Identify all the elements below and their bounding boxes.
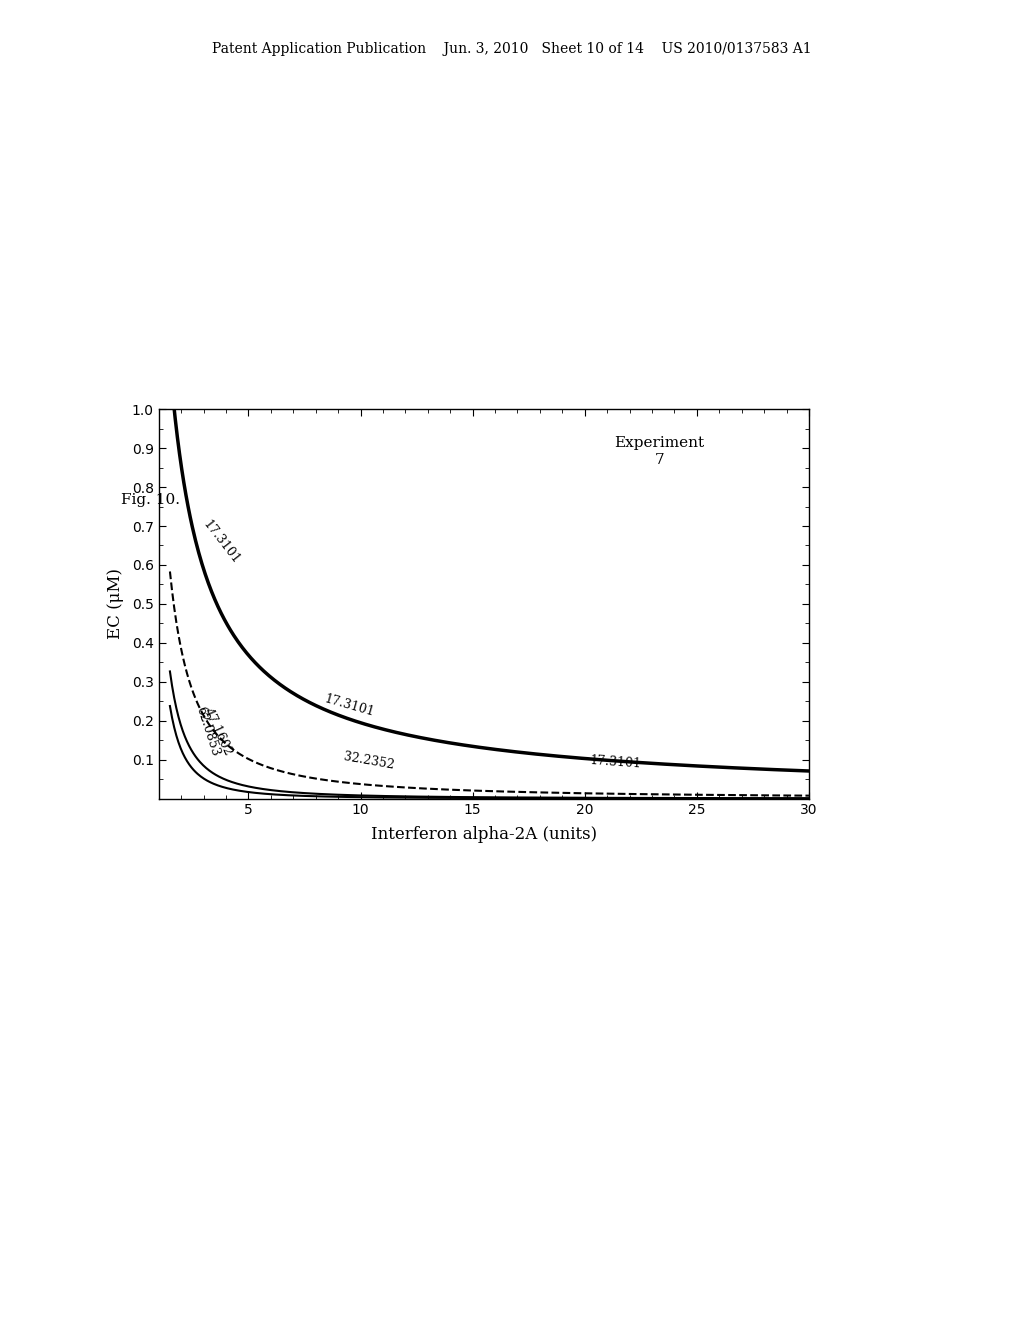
Text: 62.0853: 62.0853 bbox=[194, 705, 222, 759]
X-axis label: Interferon alpha-2A (units): Interferon alpha-2A (units) bbox=[371, 826, 597, 842]
Text: 17.3101: 17.3101 bbox=[201, 519, 243, 566]
Text: Experiment
7: Experiment 7 bbox=[614, 437, 705, 467]
Text: 32.2352: 32.2352 bbox=[343, 750, 395, 772]
Text: 17.3101: 17.3101 bbox=[589, 754, 642, 770]
Text: Fig. 10.: Fig. 10. bbox=[121, 494, 180, 507]
Text: 17.3101: 17.3101 bbox=[323, 692, 376, 719]
Text: Patent Application Publication    Jun. 3, 2010   Sheet 10 of 14    US 2010/01375: Patent Application Publication Jun. 3, 2… bbox=[212, 42, 812, 57]
Y-axis label: EC (μM): EC (μM) bbox=[106, 569, 124, 639]
Text: 47.1602: 47.1602 bbox=[202, 706, 234, 759]
